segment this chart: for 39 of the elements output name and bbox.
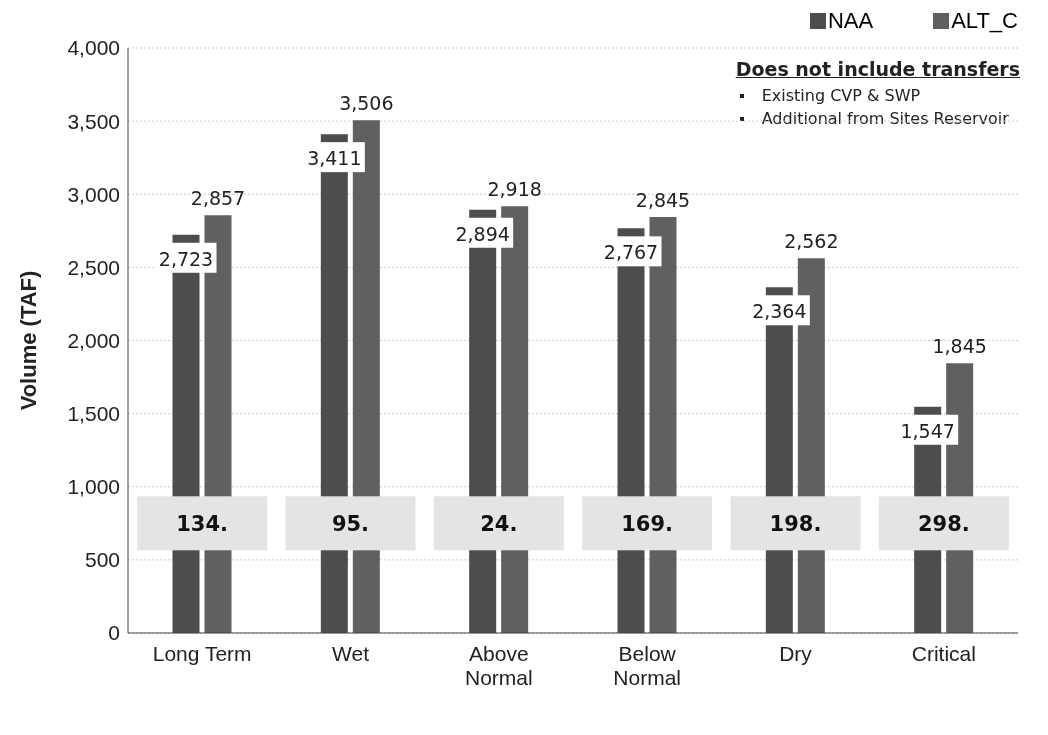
data-label: 2,364 bbox=[752, 300, 807, 323]
data-label: 2,894 bbox=[455, 222, 510, 245]
data-label: 2,857 bbox=[190, 187, 246, 210]
x-tick-label: Critical bbox=[911, 642, 976, 665]
data-label: 1,845 bbox=[932, 335, 987, 358]
data-label: 2,562 bbox=[784, 230, 839, 253]
y-axis-title: Volume (TAF) bbox=[15, 270, 41, 411]
x-tick-label: Above Normal bbox=[464, 642, 533, 689]
annotation: Existing CVP & SWP bbox=[760, 86, 922, 105]
y-tick-label: 1,000 bbox=[67, 475, 120, 499]
annotation: 169. bbox=[621, 512, 674, 537]
data-label: 3,411 bbox=[307, 147, 362, 170]
y-tick-label: 2,000 bbox=[67, 328, 120, 352]
data-label: 1,547 bbox=[900, 419, 955, 442]
legend-label: ALT_C bbox=[951, 8, 1018, 34]
annotation: Does not include transfers bbox=[735, 58, 1020, 80]
x-tick-label: Long Term bbox=[152, 642, 252, 665]
data-label: 2,845 bbox=[635, 188, 691, 211]
y-tick-label: 1,500 bbox=[67, 402, 120, 426]
y-tick-label: 3,000 bbox=[67, 182, 120, 206]
data-label: 2,918 bbox=[487, 178, 542, 201]
annotation: 95. bbox=[331, 512, 370, 537]
y-tick-label: 2,500 bbox=[67, 255, 120, 279]
y-tick-label: 3,500 bbox=[67, 109, 120, 133]
x-tick-label: Wet bbox=[332, 642, 370, 665]
data-label: 2,723 bbox=[158, 247, 214, 270]
annotation: 24. bbox=[480, 512, 518, 537]
annotation: 134. bbox=[176, 512, 229, 537]
x-tick-label: Dry bbox=[779, 642, 813, 665]
annotation: 298. bbox=[917, 512, 970, 537]
annotation: 198. bbox=[769, 512, 822, 537]
data-label: 3,506 bbox=[339, 92, 394, 115]
x-tick-label: Below Normal bbox=[613, 642, 682, 689]
y-tick-label: 0 bbox=[108, 621, 120, 645]
data-label: 2,767 bbox=[603, 241, 659, 264]
annotation: Additional from Sites Reservoir bbox=[760, 109, 1010, 128]
legend-label: NAA bbox=[827, 8, 874, 34]
y-tick-label: 500 bbox=[84, 548, 120, 572]
y-tick-label: 4,000 bbox=[67, 36, 120, 60]
